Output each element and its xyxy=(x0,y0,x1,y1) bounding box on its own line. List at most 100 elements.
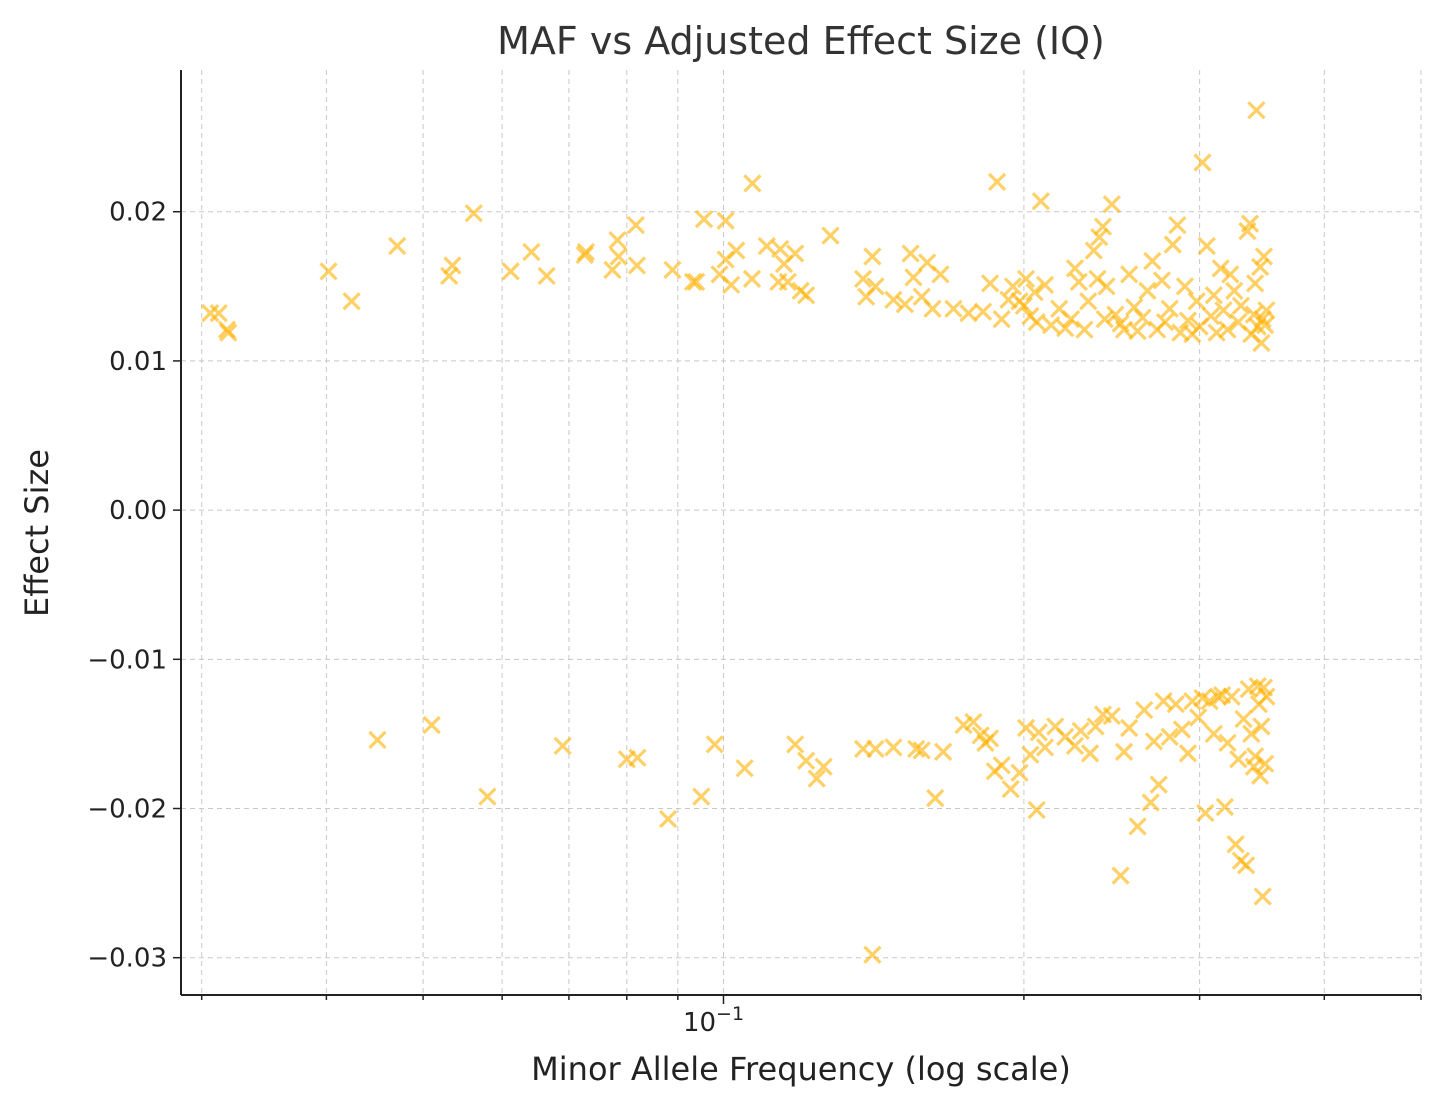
data-point xyxy=(796,286,816,305)
data-point xyxy=(992,310,1011,329)
data-point xyxy=(853,269,873,289)
data-point xyxy=(1086,717,1105,736)
data-point xyxy=(1016,269,1036,289)
data-point xyxy=(743,174,762,193)
data-point xyxy=(786,735,805,754)
data-point xyxy=(1254,247,1274,266)
data-point xyxy=(1245,274,1265,293)
y-axis-label: Effect Size xyxy=(18,449,56,617)
data-point xyxy=(1160,727,1179,747)
data-point xyxy=(1090,227,1109,247)
data-point xyxy=(1222,687,1241,706)
data-point xyxy=(1196,803,1215,823)
data-point xyxy=(1027,800,1046,820)
data-point xyxy=(884,738,903,757)
y-tick-label: −0.01 xyxy=(87,645,167,675)
data-point xyxy=(1247,101,1266,120)
data-point xyxy=(1201,307,1221,326)
data-point xyxy=(1120,265,1139,284)
data-point xyxy=(683,272,703,291)
data-point xyxy=(464,204,483,223)
data-point xyxy=(1221,265,1240,284)
data-point xyxy=(553,736,572,755)
data-point xyxy=(1160,299,1179,318)
data-point xyxy=(980,729,1000,748)
data-point xyxy=(1102,706,1121,726)
data-point xyxy=(771,239,790,259)
data-point xyxy=(1143,251,1162,271)
data-point xyxy=(608,230,627,250)
data-point xyxy=(1065,736,1085,755)
data-point xyxy=(1189,708,1208,727)
data-point xyxy=(757,236,776,256)
data-point xyxy=(1163,235,1182,254)
data-point xyxy=(923,299,942,318)
data-point xyxy=(1144,732,1164,751)
data-point xyxy=(866,739,885,758)
data-point xyxy=(742,269,762,289)
data-point xyxy=(1211,259,1230,278)
data-point xyxy=(959,304,978,323)
data-point xyxy=(1097,277,1116,296)
data-point xyxy=(1168,216,1187,235)
ticks-layer: 10−1 0.02 0.01 0.00 −0.01 −0.02 −0.03 xyxy=(87,198,1422,1038)
data-point xyxy=(722,275,741,294)
data-point xyxy=(901,244,920,263)
data-point xyxy=(1071,721,1090,741)
data-point xyxy=(663,260,682,280)
data-point xyxy=(1095,310,1114,329)
points-layer xyxy=(201,101,1276,964)
data-point xyxy=(1166,694,1185,714)
data-point xyxy=(1084,241,1103,260)
data-point xyxy=(1256,315,1275,335)
data-point xyxy=(1141,793,1160,812)
data-point xyxy=(1149,775,1168,794)
data-point xyxy=(626,216,646,235)
data-point xyxy=(1237,856,1256,875)
data-point xyxy=(1208,687,1228,706)
data-point xyxy=(931,265,950,284)
data-point xyxy=(1138,281,1157,300)
data-point xyxy=(501,262,520,281)
data-point xyxy=(1251,257,1270,277)
data-point xyxy=(814,757,833,776)
data-point xyxy=(1251,766,1270,785)
data-point xyxy=(1240,214,1260,233)
data-point xyxy=(1193,153,1212,172)
data-point xyxy=(319,262,338,281)
data-point xyxy=(1079,292,1098,311)
data-point xyxy=(1021,745,1040,764)
data-point xyxy=(209,304,228,323)
data-point xyxy=(1218,320,1237,339)
data-point xyxy=(1152,271,1172,290)
data-point xyxy=(1245,747,1265,766)
data-point xyxy=(727,241,746,260)
data-point xyxy=(1001,779,1020,799)
data-point xyxy=(1014,296,1034,315)
data-point xyxy=(1214,301,1233,320)
data-point xyxy=(692,787,711,806)
x-tick-label: 10−1 xyxy=(683,1003,744,1038)
data-point xyxy=(1111,866,1130,885)
data-point xyxy=(716,211,735,230)
data-point xyxy=(807,769,826,788)
data-point xyxy=(1234,709,1253,729)
data-point xyxy=(1025,283,1044,302)
data-point xyxy=(1114,742,1134,761)
y-tick-label: −0.03 xyxy=(87,944,167,974)
data-point xyxy=(1175,277,1195,296)
x-tick-label-exponent: −1 xyxy=(716,1003,744,1025)
data-point xyxy=(1257,687,1276,706)
data-point xyxy=(1178,311,1198,330)
data-point xyxy=(1069,272,1088,291)
data-point xyxy=(537,266,556,286)
data-point xyxy=(1172,720,1192,739)
data-point xyxy=(687,272,706,291)
data-point xyxy=(603,260,622,280)
data-point xyxy=(342,292,361,311)
y-tick-label: 0.01 xyxy=(109,347,167,377)
data-point xyxy=(1003,277,1023,296)
data-point xyxy=(1226,835,1245,854)
